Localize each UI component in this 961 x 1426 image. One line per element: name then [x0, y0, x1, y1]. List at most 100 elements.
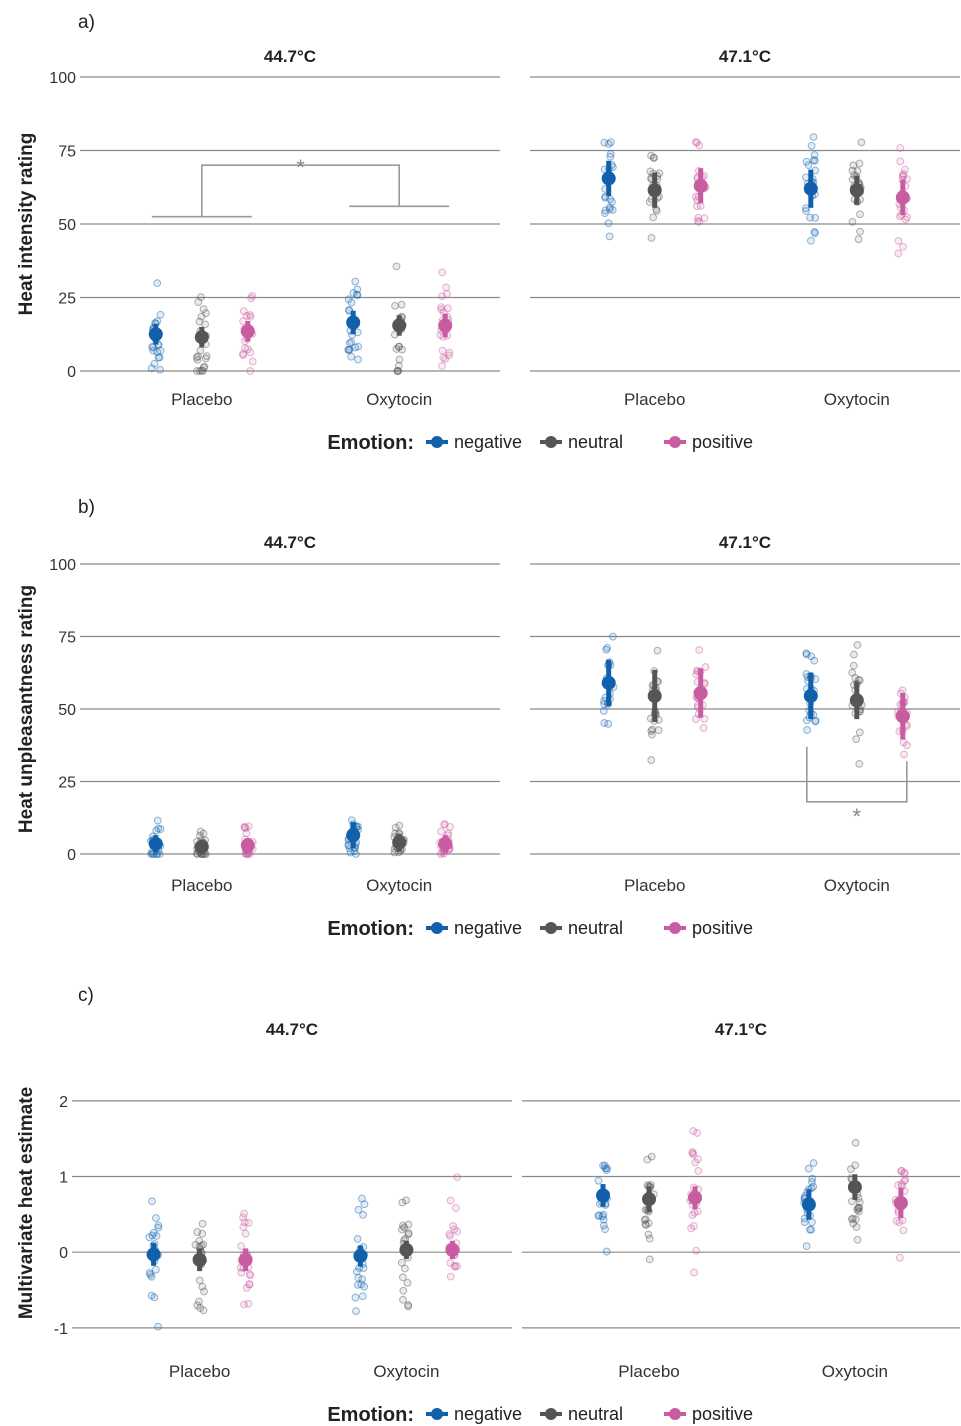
legend: Emotion: negative neutral positive — [327, 918, 753, 940]
legend-key-dot — [669, 922, 681, 934]
raw-point — [594, 1176, 603, 1185]
raw-point — [240, 1300, 248, 1309]
raw-point — [855, 728, 864, 737]
raw-point — [901, 165, 909, 174]
raw-point — [900, 1169, 909, 1178]
mean-point — [849, 693, 864, 708]
raw-point — [437, 305, 446, 314]
raw-point — [848, 166, 857, 175]
legend-item-positive: positive — [664, 918, 753, 938]
raw-point — [399, 1286, 408, 1295]
mean-point — [238, 1252, 253, 1267]
raw-point — [647, 756, 656, 764]
raw-point — [242, 311, 251, 320]
raw-point — [809, 133, 818, 141]
raw-point — [806, 1225, 814, 1234]
raw-point — [199, 305, 208, 314]
raw-point — [600, 719, 609, 727]
raw-point — [242, 829, 251, 838]
raw-point — [688, 1211, 697, 1219]
raw-point — [900, 750, 908, 759]
raw-point — [240, 823, 249, 832]
raw-point — [809, 156, 818, 165]
legend: Emotion: negative neutral positive — [327, 1404, 753, 1426]
raw-point — [647, 1152, 656, 1161]
raw-point — [147, 364, 156, 373]
raw-point — [642, 1221, 650, 1230]
raw-point — [198, 1282, 207, 1291]
raw-point — [246, 312, 255, 321]
panel-label: c) — [78, 985, 94, 1006]
raw-point — [398, 1225, 406, 1234]
raw-point — [156, 825, 165, 834]
raw-point — [351, 1293, 360, 1302]
raw-point — [649, 153, 658, 162]
facet-title: 47.1°C — [715, 1020, 767, 1039]
significance-bracket: * — [806, 746, 908, 829]
raw-point — [358, 1292, 367, 1301]
raw-point — [601, 206, 610, 215]
raw-point — [606, 205, 614, 214]
raw-point — [692, 138, 701, 147]
raw-point — [897, 1167, 905, 1176]
facet-1: 47.1°C Placebo Oxytocin — [530, 533, 960, 895]
raw-point — [645, 1234, 654, 1243]
raw-point — [652, 207, 661, 215]
raw-point — [851, 1215, 860, 1224]
raw-point — [687, 1224, 695, 1233]
raw-point — [245, 1280, 254, 1289]
raw-point — [440, 820, 449, 829]
raw-point — [646, 167, 655, 176]
facet-title: 44.7°C — [264, 533, 316, 552]
raw-point — [193, 1228, 202, 1236]
facet-1: 47.1°C Placebo Oxytocin — [530, 47, 960, 409]
raw-point — [149, 343, 158, 352]
raw-point — [808, 1178, 816, 1187]
raw-point — [359, 1210, 367, 1219]
raw-point — [854, 235, 863, 244]
raw-point — [811, 213, 820, 222]
raw-point — [446, 1259, 455, 1267]
y-tick-label: 0 — [67, 364, 76, 381]
raw-point — [855, 1198, 864, 1207]
raw-point — [246, 367, 255, 375]
mean-point — [240, 838, 255, 853]
raw-point — [804, 161, 813, 170]
raw-point — [241, 824, 250, 832]
raw-point — [896, 144, 905, 152]
raw-point — [438, 346, 447, 355]
raw-point — [239, 307, 248, 315]
raw-point — [853, 1235, 862, 1244]
y-axis-title: Multivariate heat estimate — [16, 1087, 37, 1319]
raw-point — [599, 707, 608, 715]
raw-point — [895, 1253, 904, 1262]
x-tick-label: Oxytocin — [824, 876, 890, 895]
raw-point — [153, 279, 162, 288]
legend: Emotion: negative neutral positive — [327, 432, 753, 454]
raw-point — [847, 1215, 856, 1224]
raw-point — [397, 1258, 406, 1267]
raw-point — [692, 715, 700, 723]
raw-point — [804, 1164, 813, 1173]
raw-point — [802, 207, 810, 215]
legend-item-positive: positive — [664, 1404, 753, 1424]
raw-point — [693, 1207, 702, 1216]
raw-point — [150, 1293, 159, 1302]
raw-point — [147, 1291, 156, 1300]
raw-point — [446, 1272, 455, 1281]
raw-point — [640, 1216, 649, 1224]
raw-point — [239, 1223, 248, 1231]
raw-point — [353, 291, 362, 300]
raw-point — [145, 1269, 154, 1277]
raw-point — [856, 210, 864, 219]
raw-point — [393, 367, 402, 375]
raw-point — [354, 1273, 363, 1282]
x-tick-label: Oxytocin — [373, 1362, 439, 1381]
raw-point — [803, 726, 812, 734]
raw-point — [802, 649, 811, 658]
raw-point — [894, 236, 903, 245]
mean-point — [601, 171, 616, 186]
raw-point — [442, 290, 451, 298]
y-tick-label: 0 — [59, 1245, 68, 1262]
